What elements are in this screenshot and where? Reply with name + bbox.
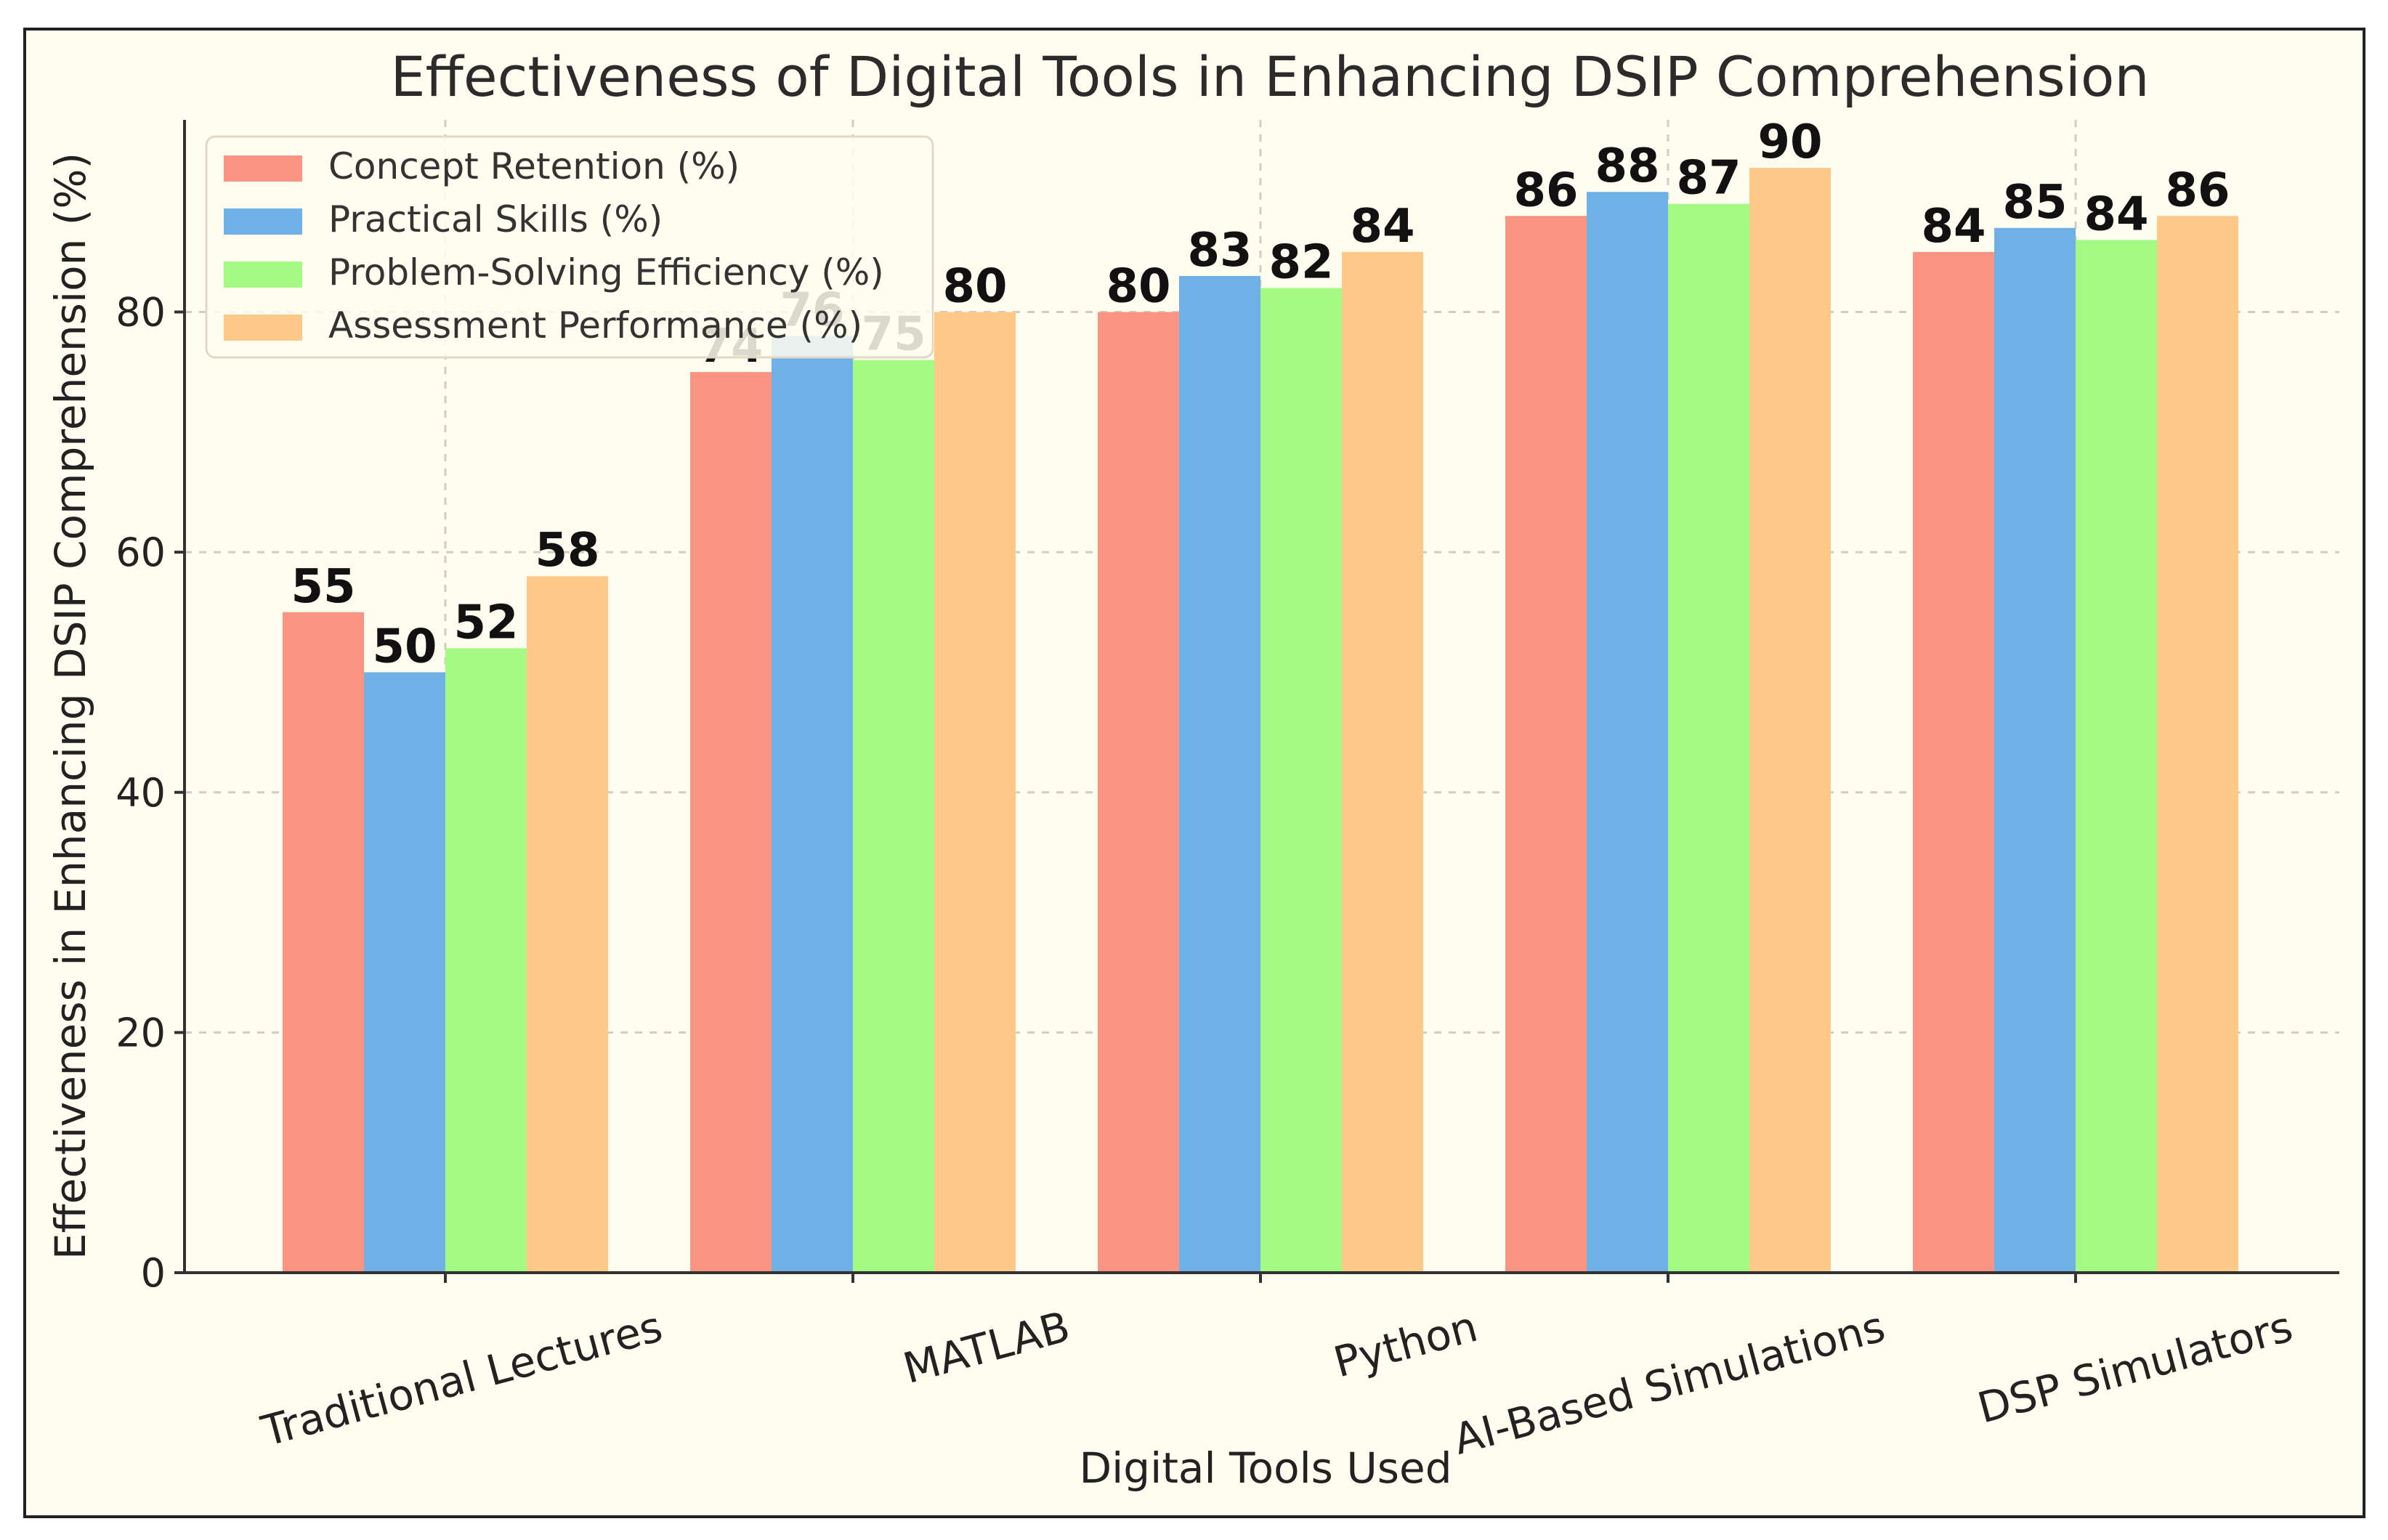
bar: [1913, 251, 1994, 1273]
legend-swatch: [224, 208, 302, 235]
data-label: 84: [1921, 200, 1986, 254]
y-tick-label: 40: [116, 770, 166, 816]
bar: [690, 372, 772, 1273]
data-label: 83: [1187, 224, 1252, 277]
legend-box: [205, 135, 934, 359]
x-axis-label: Digital Tools Used: [1079, 1443, 1452, 1493]
bar: [1098, 312, 1179, 1273]
data-label: 85: [2002, 176, 2067, 230]
data-label: 80: [1106, 260, 1170, 314]
data-labels: 5574808684507683888552758287845880849086: [291, 115, 2230, 673]
bar: [364, 672, 445, 1273]
y-tick-label: 80: [116, 290, 166, 336]
bar: [772, 336, 853, 1273]
legend-entry: Assessment Performance (%): [328, 304, 862, 346]
data-label: 58: [535, 524, 599, 578]
x-tick-label: Python: [1329, 1302, 1483, 1387]
bar: [1505, 216, 1587, 1273]
legend-entry: Practical Skills (%): [328, 198, 663, 240]
y-tick-label: 0: [141, 1250, 166, 1296]
bar: [1994, 227, 2076, 1273]
data-label: 80: [942, 260, 1007, 314]
legend-swatch: [224, 262, 302, 288]
bar: [934, 312, 1016, 1273]
bars: [283, 168, 2238, 1273]
y-axis-label: Effectiveness in Enhancing DSIP Comprehe…: [46, 153, 95, 1260]
x-tick-label: AI-Based Simulations: [1449, 1302, 1890, 1464]
bar: [1260, 288, 1342, 1273]
bar: [283, 612, 364, 1273]
legend-entry: Concept Retention (%): [328, 145, 740, 187]
x-tick-label: MATLAB: [898, 1302, 1074, 1393]
bar: [2157, 216, 2238, 1273]
data-label: 90: [1757, 115, 1822, 169]
x-tick-label: DSP Simulators: [1972, 1302, 2297, 1433]
data-label: 84: [2084, 187, 2148, 241]
bar: [527, 576, 608, 1273]
bar: [1749, 168, 1831, 1273]
data-label: 84: [1350, 200, 1414, 254]
data-label: 86: [2165, 163, 2230, 217]
data-label: 82: [1268, 235, 1333, 289]
bar: [1587, 192, 1668, 1273]
bar: [2076, 240, 2157, 1273]
data-label: 52: [453, 596, 518, 649]
x-tick-label: Traditional Lectures: [256, 1302, 668, 1456]
bar: [445, 648, 527, 1273]
data-label: 87: [1676, 152, 1741, 206]
legend-swatch: [224, 315, 302, 341]
y-tick-label: 20: [116, 1010, 166, 1055]
bar: [853, 360, 934, 1273]
data-label: 86: [1513, 163, 1578, 217]
bar: [1179, 275, 1260, 1273]
data-label: 50: [372, 620, 437, 673]
chart-title: Effectiveness of Digital Tools in Enhanc…: [390, 44, 2149, 109]
bar: [1342, 251, 1423, 1273]
y-tick-label: 60: [116, 530, 166, 575]
data-label: 55: [291, 560, 355, 614]
bar: [1668, 203, 1749, 1273]
legend-entry: Problem-Solving Efficiency (%): [328, 251, 884, 293]
legend: Concept Retention (%) Practical Skills (%…: [205, 135, 934, 359]
data-label: 88: [1595, 139, 1659, 193]
legend-swatch: [224, 155, 302, 182]
